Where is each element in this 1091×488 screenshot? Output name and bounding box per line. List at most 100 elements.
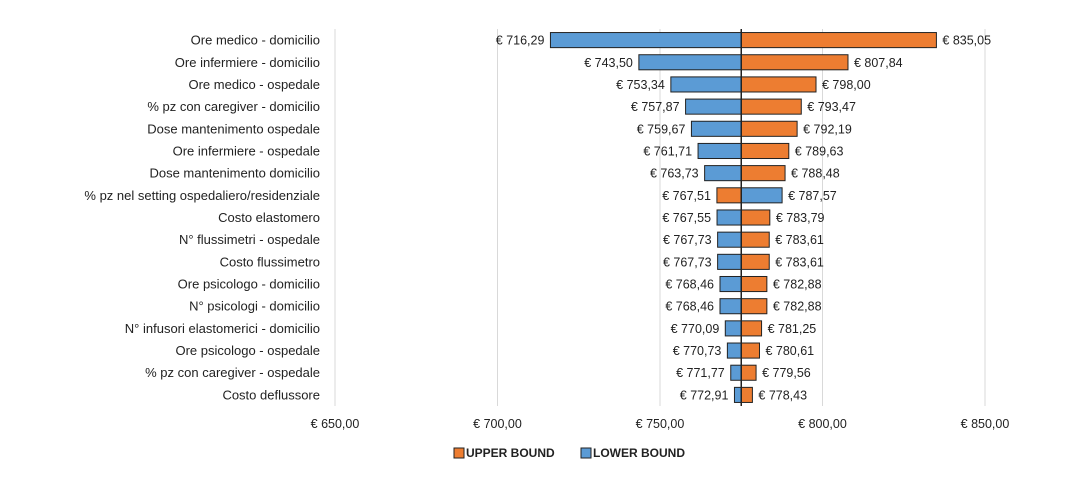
x-tick-label: € 700,00 bbox=[473, 417, 522, 431]
upper-bound-label: € 783,79 bbox=[776, 211, 825, 225]
upper-bound-bar bbox=[740, 142, 790, 160]
upper-bound-bar bbox=[740, 209, 771, 226]
upper-bound-label: € 779,56 bbox=[762, 366, 811, 380]
category-label: Ore medico - ospedale bbox=[188, 77, 320, 92]
lower-bound-label: € 763,73 bbox=[650, 167, 699, 181]
lower-bound-bar bbox=[690, 120, 742, 137]
lower-bound-label: € 787,57 bbox=[788, 189, 837, 203]
upper-bound-label: € 807,84 bbox=[854, 56, 903, 70]
legend: UPPER BOUND LOWER BOUND bbox=[453, 446, 685, 460]
gridlines bbox=[334, 29, 986, 406]
legend-swatch-upper bbox=[453, 447, 465, 459]
upper-bound-bar bbox=[740, 120, 798, 137]
lower-bound-label: € 757,87 bbox=[631, 100, 680, 114]
upper-bound-bar bbox=[740, 165, 786, 182]
category-label: Ore infermiere - domicilio bbox=[175, 55, 320, 70]
lower-bound-label: € 772,91 bbox=[680, 388, 729, 402]
category-label: % pz con caregiver - domicilio bbox=[147, 99, 320, 114]
upper-bound-label: € 767,51 bbox=[662, 189, 711, 203]
category-label: Dose mantenimento ospedale bbox=[147, 121, 320, 136]
upper-bound-label: € 789,63 bbox=[795, 144, 844, 158]
lower-bound-bar bbox=[704, 165, 742, 182]
upper-bound-label: € 798,00 bbox=[822, 78, 871, 92]
legend-swatch-lower bbox=[580, 447, 592, 459]
category-label: Dose mantenimento domicilio bbox=[149, 166, 320, 181]
category-label: % pz con caregiver - ospedale bbox=[145, 365, 320, 380]
category-label: Ore medico - domicilio bbox=[191, 33, 320, 48]
bars bbox=[549, 32, 937, 403]
x-tick-label: € 800,00 bbox=[798, 417, 847, 431]
category-label: Ore psicologo - ospedale bbox=[175, 343, 320, 358]
lower-bound-bar bbox=[726, 342, 742, 359]
lower-bound-label: € 771,77 bbox=[676, 366, 725, 380]
upper-bound-bar bbox=[740, 320, 763, 337]
upper-bound-label: € 778,43 bbox=[758, 388, 807, 402]
category-label: N° infusori elastomerici - domicilio bbox=[125, 321, 320, 336]
upper-bound-label: € 788,48 bbox=[791, 167, 840, 181]
upper-bound-bar bbox=[740, 231, 770, 248]
category-label: N° psicologi - domicilio bbox=[189, 299, 320, 314]
lower-bound-bar bbox=[740, 187, 783, 204]
category-label: % pz nel setting ospedaliero/residenzial… bbox=[84, 188, 320, 203]
upper-bound-bar bbox=[716, 187, 742, 204]
x-tick-label: € 650,00 bbox=[311, 417, 360, 431]
upper-bound-bar bbox=[740, 253, 770, 270]
upper-bound-label: € 782,88 bbox=[773, 300, 822, 314]
lower-bound-bar bbox=[719, 298, 742, 315]
lower-bound-label: € 767,73 bbox=[663, 233, 712, 247]
data-labels: € 835,05 € 716,29 € 807,84 € 743,50 € 798,00… bbox=[496, 34, 991, 403]
upper-bound-label: € 783,61 bbox=[775, 255, 824, 269]
lower-bound-label: € 770,09 bbox=[671, 322, 720, 336]
lower-bound-label: € 768,46 bbox=[665, 278, 714, 292]
x-axis-tick-labels: € 650,00 € 700,00 € 750,00 € 800,00 € 850,00 bbox=[311, 417, 1010, 431]
lower-bound-bar bbox=[733, 386, 742, 403]
upper-bound-bar bbox=[740, 98, 802, 115]
lower-bound-bar bbox=[717, 231, 742, 248]
upper-bound-bar bbox=[740, 54, 849, 71]
lower-bound-label: € 770,73 bbox=[673, 344, 722, 358]
lower-bound-label: € 753,34 bbox=[616, 78, 665, 92]
category-labels: Ore medico - domicilio Ore infermiere - d… bbox=[84, 33, 320, 403]
category-label: Ore psicologo - domicilio bbox=[178, 277, 320, 292]
upper-bound-bar bbox=[740, 76, 817, 93]
lower-bound-label: € 767,73 bbox=[663, 255, 712, 269]
category-label: N° flussimetri - ospedale bbox=[179, 232, 320, 247]
lower-bound-label: € 761,71 bbox=[643, 144, 692, 158]
upper-bound-label: € 780,61 bbox=[765, 344, 814, 358]
upper-bound-label: € 781,25 bbox=[768, 322, 817, 336]
lower-bound-label: € 716,29 bbox=[496, 34, 545, 48]
legend-label-upper: UPPER BOUND bbox=[466, 446, 555, 460]
upper-bound-bar bbox=[740, 298, 768, 315]
lower-bound-bar bbox=[716, 209, 742, 226]
x-tick-label: € 850,00 bbox=[961, 417, 1010, 431]
upper-bound-bar bbox=[740, 386, 753, 403]
upper-bound-label: € 782,88 bbox=[773, 278, 822, 292]
lower-bound-label: € 768,46 bbox=[665, 300, 714, 314]
upper-bound-bar bbox=[740, 32, 937, 49]
lower-bound-bar bbox=[719, 275, 742, 293]
category-label: Ore infermiere - ospedale bbox=[173, 143, 320, 158]
lower-bound-label: € 767,55 bbox=[662, 211, 711, 225]
lower-bound-label: € 759,67 bbox=[637, 122, 686, 136]
category-label: Costo flussimetro bbox=[220, 254, 320, 269]
upper-bound-bar bbox=[740, 342, 760, 359]
lower-bound-bar bbox=[724, 320, 742, 337]
lower-bound-bar bbox=[549, 32, 742, 49]
upper-bound-label: € 835,05 bbox=[942, 34, 991, 48]
x-tick-label: € 750,00 bbox=[636, 417, 685, 431]
upper-bound-label: € 783,61 bbox=[775, 233, 824, 247]
upper-bound-bar bbox=[740, 364, 757, 381]
category-label: Costo deflussore bbox=[222, 387, 320, 402]
upper-bound-label: € 793,47 bbox=[807, 100, 856, 114]
category-label: Costo elastomero bbox=[218, 210, 320, 225]
upper-bound-bar bbox=[740, 275, 768, 293]
legend-label-lower: LOWER BOUND bbox=[593, 446, 685, 460]
lower-bound-bar bbox=[697, 142, 742, 160]
lower-bound-bar bbox=[717, 253, 742, 270]
upper-bound-label: € 792,19 bbox=[803, 122, 852, 136]
lower-bound-bar bbox=[670, 76, 742, 93]
lower-bound-bar bbox=[638, 54, 742, 71]
lower-bound-label: € 743,50 bbox=[584, 56, 633, 70]
lower-bound-bar bbox=[685, 98, 742, 115]
